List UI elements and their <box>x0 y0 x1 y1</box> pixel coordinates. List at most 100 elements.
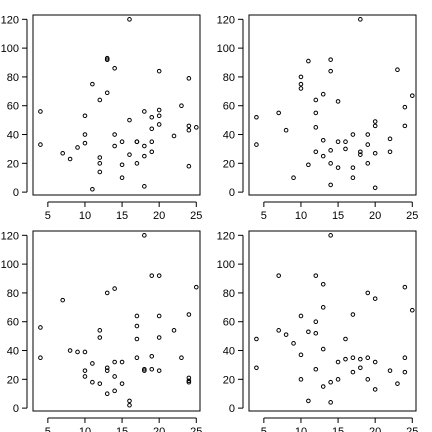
data-point <box>90 81 95 87</box>
data-point <box>82 132 88 137</box>
data-point <box>156 335 162 340</box>
y-tick-label: 0 <box>229 187 235 199</box>
y-tick-label: 60 <box>7 101 19 113</box>
data-point <box>97 328 103 333</box>
data-point <box>402 369 408 375</box>
data-point <box>350 312 356 317</box>
data-point <box>358 149 363 155</box>
data-point <box>320 346 326 352</box>
x-tick-label: 5 <box>45 210 51 222</box>
data-point <box>82 368 88 373</box>
data-point <box>119 175 125 181</box>
data-point <box>358 356 363 362</box>
data-point <box>365 355 371 361</box>
data-point <box>372 359 378 365</box>
data-point <box>186 375 192 381</box>
data-point <box>335 139 341 145</box>
data-point <box>320 91 326 97</box>
y-tick-label: 20 <box>7 158 19 170</box>
data-point <box>335 165 341 170</box>
data-point <box>142 184 147 189</box>
data-point <box>149 126 155 132</box>
data-point <box>82 349 88 355</box>
data-point <box>186 163 192 169</box>
x-tick-label: 10 <box>79 210 91 222</box>
data-point <box>38 325 43 330</box>
data-point <box>306 329 311 335</box>
data-point <box>343 336 348 342</box>
y-tick-label: 120 <box>217 14 235 26</box>
data-point <box>142 233 147 238</box>
data-point <box>328 57 333 62</box>
data-point <box>90 186 95 192</box>
data-point <box>387 149 393 155</box>
data-point <box>127 17 132 22</box>
y-tick-label: 120 <box>1 14 19 26</box>
data-point <box>90 379 95 385</box>
data-point <box>142 153 147 159</box>
data-point <box>119 139 125 145</box>
data-point <box>306 398 311 404</box>
y-tick-label: 40 <box>7 130 19 142</box>
data-point <box>313 110 319 116</box>
data-point <box>104 90 110 96</box>
data-point <box>328 148 333 153</box>
data-point <box>156 107 162 113</box>
data-point <box>358 17 363 22</box>
data-point <box>313 125 319 130</box>
data-point <box>186 312 192 317</box>
data-point <box>119 359 125 365</box>
data-point <box>387 136 393 142</box>
data-point <box>156 122 162 127</box>
y-tick-label: 80 <box>223 288 235 300</box>
data-point <box>142 368 147 373</box>
x-tick-label: 15 <box>116 210 128 222</box>
data-point <box>372 123 378 129</box>
y-tick-label: 60 <box>7 317 19 329</box>
scatter-panel-3: 5 10 15 20 25 0 20 40 60 80 100 120 <box>1 230 203 432</box>
data-point <box>75 349 80 355</box>
data-point <box>179 103 184 109</box>
data-point <box>335 377 341 382</box>
data-point <box>328 68 333 74</box>
data-point <box>313 319 319 325</box>
data-point <box>134 336 140 342</box>
data-point <box>104 57 110 62</box>
data-point <box>328 400 333 405</box>
plot-frame <box>248 230 417 412</box>
data-point <box>38 109 43 114</box>
y-tick-label: 100 <box>1 43 19 55</box>
data-point <box>75 145 80 150</box>
data-point <box>60 297 65 303</box>
data-point <box>402 284 408 290</box>
data-point <box>104 55 110 61</box>
data-point <box>104 365 110 371</box>
data-point <box>276 110 281 116</box>
y-tick-label: 0 <box>13 187 19 199</box>
x-tick-label: 25 <box>190 210 202 222</box>
data-point <box>156 273 162 278</box>
x-tick-label: 5 <box>261 426 267 432</box>
x-tick-label: 25 <box>406 426 418 432</box>
data-point <box>343 356 348 362</box>
plot-frame <box>32 230 201 412</box>
scatter-panel-4: 5 10 15 20 25 0 20 40 60 80 100 120 <box>217 230 419 432</box>
x-tick-label: 15 <box>332 426 344 432</box>
data-point <box>104 290 110 296</box>
plot-frame <box>248 14 417 196</box>
data-point <box>402 123 408 129</box>
data-point <box>313 330 319 336</box>
data-point <box>402 355 408 361</box>
data-point <box>171 133 177 139</box>
data-point <box>298 313 304 319</box>
data-point <box>298 74 304 80</box>
data-point <box>298 81 304 87</box>
data-point <box>112 359 117 365</box>
data-point <box>395 67 400 73</box>
data-point <box>350 369 356 375</box>
data-point <box>365 290 371 296</box>
scatter-panel-1: 5 10 15 20 25 0 20 40 60 80 100 120 <box>1 14 203 222</box>
x-tick-label: 20 <box>153 210 165 222</box>
data-point <box>193 125 199 130</box>
y-tick-label: 100 <box>217 43 235 55</box>
